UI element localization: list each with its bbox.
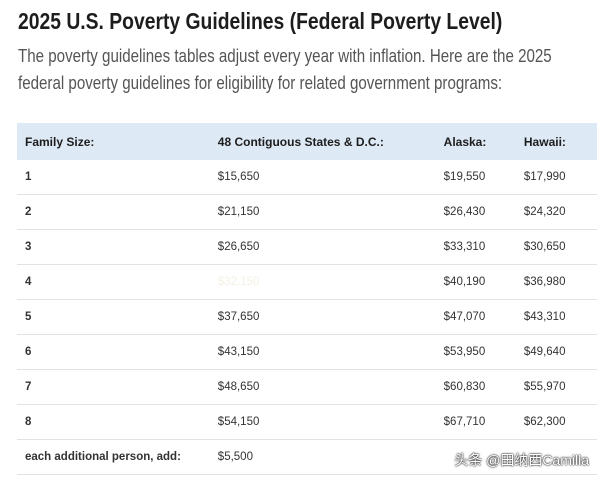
table-cell: $15,650: [209, 160, 436, 195]
table-row: 6 $43,150 $53,950 $49,640: [17, 334, 597, 370]
table-cell: $55,970: [515, 369, 597, 405]
table-cell: 1: [17, 160, 210, 195]
column-header: Family Size:: [17, 123, 210, 160]
table-cell: 6: [17, 334, 210, 370]
table-row: 5 $37,650 $47,070 $43,310: [17, 299, 597, 335]
table-cell: $60,830: [435, 369, 516, 405]
header-row: Family Size: 48 Contiguous States & D.C.:…: [17, 123, 597, 160]
table-cell: $32,150: [209, 264, 436, 300]
table-cell: $26,430: [435, 194, 516, 230]
table-cell: $17,990: [515, 160, 597, 195]
table-cell: $47,070: [435, 299, 516, 335]
table-cell: $36,980: [515, 264, 597, 300]
table-cell: $21,150: [209, 194, 436, 230]
table-cell: 7: [17, 369, 210, 405]
table-cell: $5,500: [209, 439, 436, 475]
table-cell: $48,650: [209, 369, 436, 405]
table-cell: 8: [17, 404, 210, 440]
intro-line: The poverty guidelines tables adjust eve…: [18, 46, 552, 66]
table-row: 7 $48,650 $60,830 $55,970: [17, 369, 597, 405]
column-header: Hawaii:: [515, 123, 597, 160]
column-header: 48 Contiguous States & D.C.:: [209, 123, 436, 160]
intro-line: federal poverty guidelines for eligibili…: [18, 73, 503, 93]
table-cell: $49,640: [515, 334, 597, 370]
table-cell: $43,150: [209, 334, 436, 370]
table-row: each additional person, add:$5,500$8,070…: [17, 439, 597, 475]
table-cell: 3: [17, 229, 210, 265]
table-cell: $30,650: [515, 229, 597, 265]
table-cell: $37,650: [209, 299, 436, 335]
table-cell: $19,550: [435, 160, 516, 195]
table-row: 4 $32,150 $40,190 $36,980: [17, 264, 597, 300]
table-cell: $54,150: [209, 404, 436, 440]
watermark: 头条 @田纳西Camilla: [454, 452, 589, 468]
column-header: Alaska:: [435, 123, 516, 160]
table-cell: each additional person, add:: [17, 439, 210, 475]
table-cell: $33,310: [435, 229, 516, 265]
table-cell: $62,300: [515, 404, 597, 440]
table-cell: $26,650: [209, 229, 436, 265]
table-cell: 2: [17, 194, 210, 230]
poverty-table: Family Size: 48 Contiguous States & D.C.:…: [17, 123, 597, 475]
table-cell: $53,950: [435, 334, 516, 370]
table-body: 1 $15,650 $19,550 $17,990 2 $21,150 $26,430 $24…: [17, 160, 597, 475]
table-cell: $43,310: [515, 299, 597, 335]
table-row: 1 $15,650 $19,550 $17,990: [17, 160, 597, 195]
table-cell: 5: [17, 299, 210, 335]
table-cell: $40,190: [435, 264, 516, 300]
table-row: 2 $21,150 $26,430 $24,320: [17, 194, 597, 230]
title: 2025 U.S. Poverty Guidelines (Federal Po…: [18, 8, 503, 34]
table-cell: $67,710: [435, 404, 516, 440]
table-cell: $24,320: [515, 194, 597, 230]
table-row: 8 $54,150 $67,710 $62,300: [17, 404, 597, 440]
table-row: 3 $26,650 $33,310 $30,650: [17, 229, 597, 265]
table-cell: 4: [17, 264, 210, 300]
